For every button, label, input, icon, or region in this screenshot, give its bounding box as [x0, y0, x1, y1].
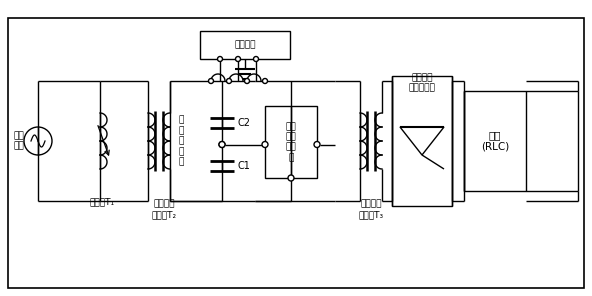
Text: 测量装置: 测量装置	[234, 41, 256, 49]
Text: C2: C2	[237, 118, 250, 128]
Circle shape	[219, 141, 225, 147]
Text: 单相降压
变压器T₃: 单相降压 变压器T₃	[358, 200, 384, 219]
Text: 待检
电压
互感
器: 待检 电压 互感 器	[285, 122, 297, 162]
Circle shape	[244, 78, 249, 83]
Bar	[200, 31, 290, 59]
Text: 电
容
分
压
器: 电 容 分 压 器	[178, 116, 184, 166]
Circle shape	[262, 141, 268, 147]
Circle shape	[236, 57, 240, 62]
Text: 工频
电源: 工频 电源	[13, 131, 24, 151]
Circle shape	[262, 78, 268, 83]
Text: 负载
(RLC): 负载 (RLC)	[481, 130, 509, 152]
Text: 调压器T₁: 调压器T₁	[89, 197, 115, 206]
Circle shape	[217, 57, 223, 62]
Text: C1: C1	[237, 161, 250, 171]
Text: 单相全控
整流桥负荷: 单相全控 整流桥负荷	[408, 73, 436, 92]
Circle shape	[208, 78, 214, 83]
Bar	[265, 106, 317, 178]
Circle shape	[227, 78, 231, 83]
Bar	[392, 76, 452, 206]
Text: 单相升压
变压器T₂: 单相升压 变压器T₂	[152, 200, 176, 219]
Circle shape	[219, 141, 225, 147]
Circle shape	[314, 141, 320, 147]
Circle shape	[24, 127, 52, 155]
Circle shape	[288, 175, 294, 181]
Circle shape	[253, 57, 259, 62]
Bar	[464, 91, 526, 191]
